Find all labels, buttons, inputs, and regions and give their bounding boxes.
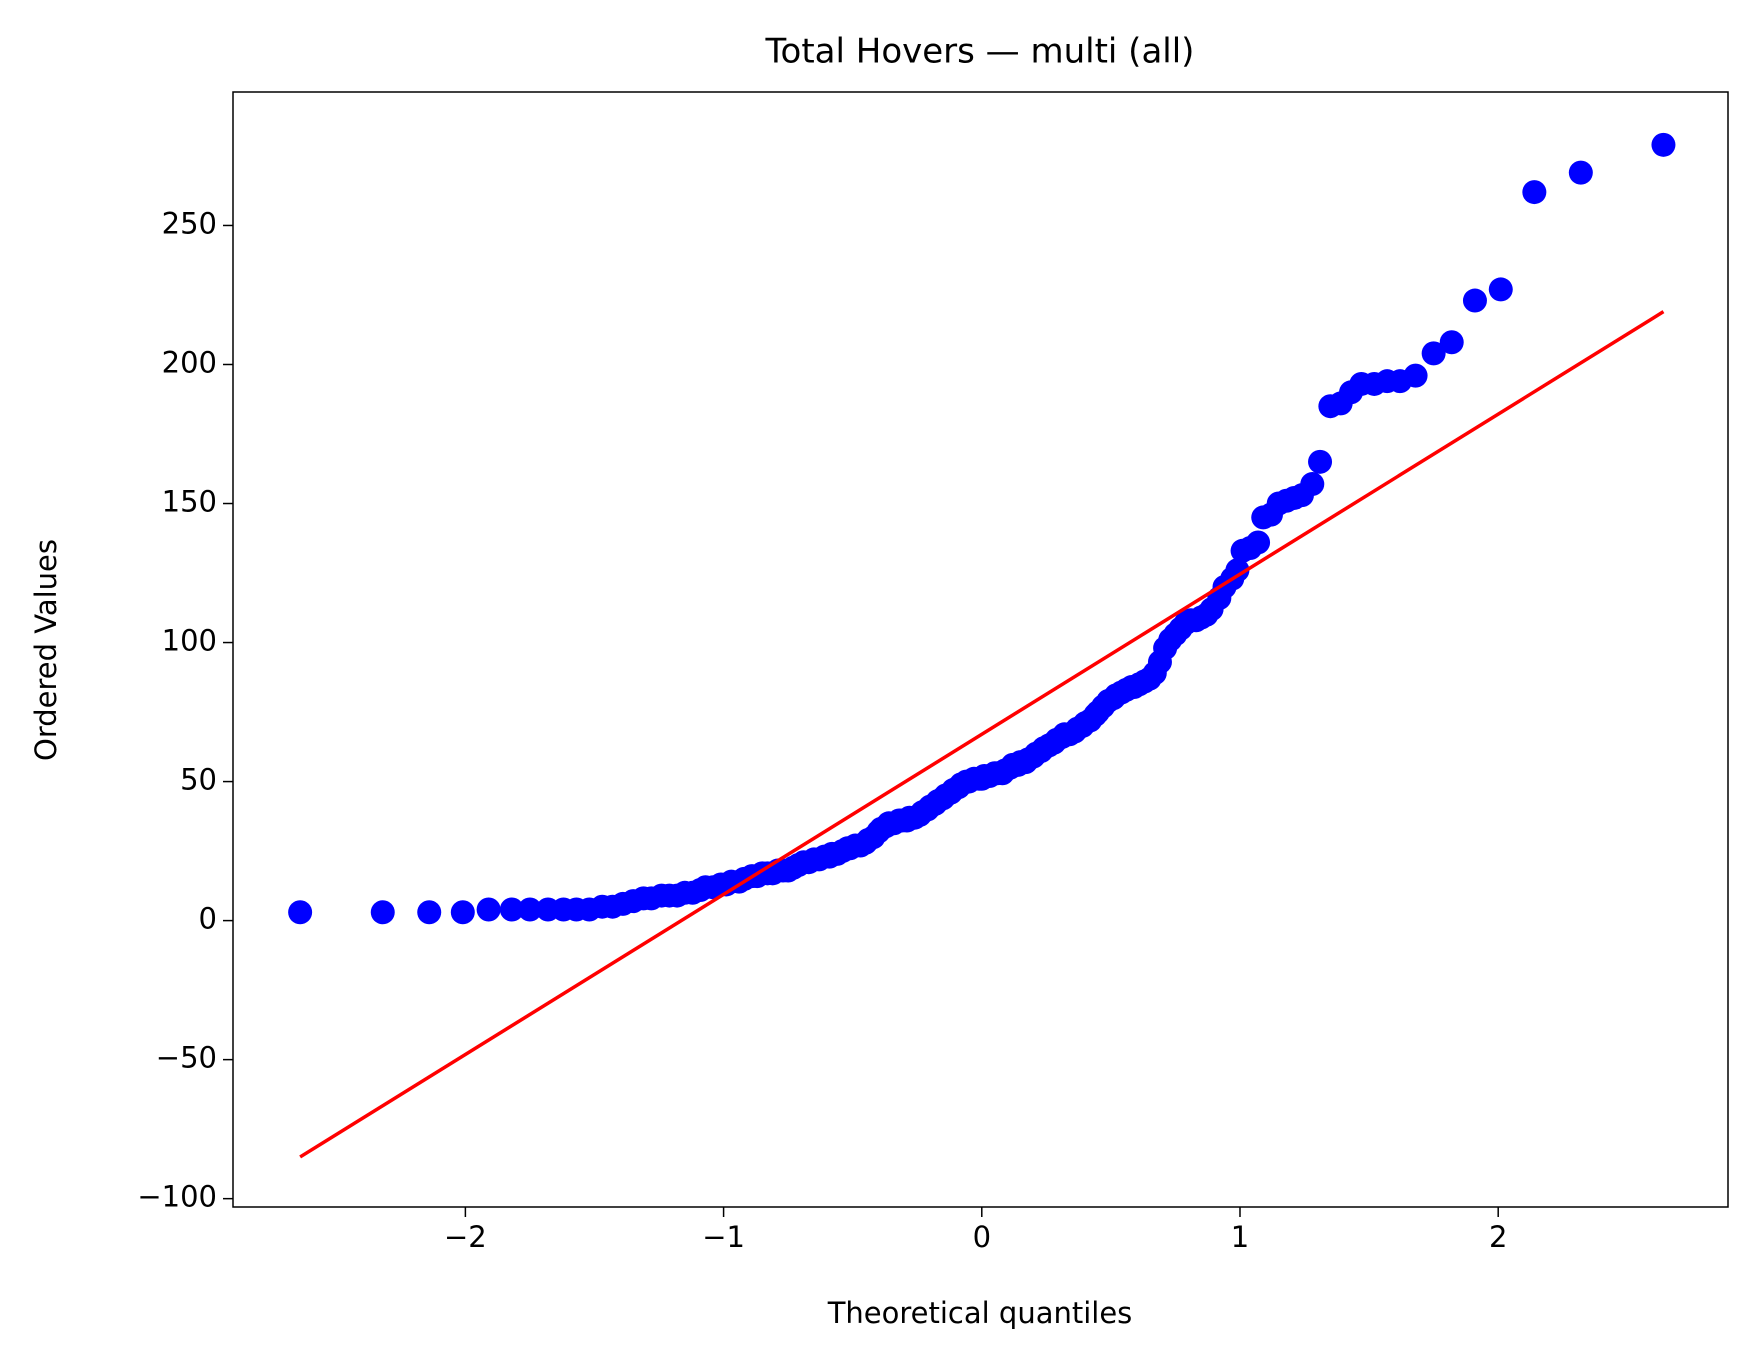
data-point: [1568, 160, 1593, 185]
y-tick-label: −50: [156, 1041, 217, 1075]
data-point: [1225, 558, 1250, 583]
x-tick-label: 2: [1489, 1220, 1507, 1254]
x-tick-label: 1: [1231, 1220, 1249, 1254]
data-point: [476, 897, 501, 922]
data-point: [517, 897, 542, 922]
data-point: [370, 900, 395, 925]
y-tick-label: 100: [162, 624, 217, 658]
data-point: [1522, 180, 1547, 205]
x-tick-label: −2: [444, 1220, 487, 1254]
y-tick-label: 200: [162, 345, 217, 379]
data-point: [288, 900, 313, 925]
data-point: [1651, 132, 1676, 157]
chart-title: Total Hovers — multi (all): [765, 32, 1195, 72]
y-tick-label: 250: [162, 206, 217, 240]
plot-frame: [232, 91, 1729, 1208]
y-tick-label: 0: [199, 902, 217, 936]
data-point: [1488, 277, 1513, 302]
x-tick-label: 0: [973, 1220, 991, 1254]
y-tick-label: 150: [162, 485, 217, 519]
x-tick-label: −1: [702, 1220, 745, 1254]
data-point: [1308, 449, 1333, 474]
data-point: [417, 900, 442, 925]
y-tick-label: −100: [137, 1180, 217, 1214]
y-axis-label: Ordered Values: [29, 539, 63, 761]
data-point: [1246, 530, 1271, 555]
data-point: [1403, 363, 1428, 388]
y-tick-label: 50: [180, 763, 217, 797]
fit-line: [299, 310, 1665, 1159]
data-point: [1462, 288, 1487, 313]
data-point: [450, 900, 475, 925]
x-axis-label: Theoretical quantiles: [827, 1296, 1133, 1330]
data-point: [1300, 472, 1325, 497]
data-point: [1421, 341, 1446, 366]
data-point: [1439, 330, 1464, 355]
data-point: [499, 897, 524, 922]
